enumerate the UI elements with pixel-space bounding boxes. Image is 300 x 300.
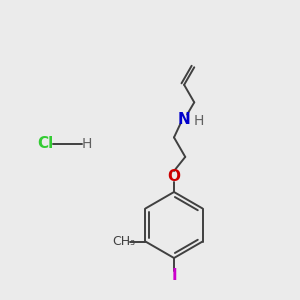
Text: CH₃: CH₃ bbox=[112, 235, 135, 248]
Text: I: I bbox=[171, 268, 177, 284]
Text: N: N bbox=[178, 112, 190, 128]
Text: Cl: Cl bbox=[37, 136, 53, 152]
Text: H: H bbox=[82, 137, 92, 151]
Text: H: H bbox=[193, 114, 204, 128]
Text: O: O bbox=[167, 169, 181, 184]
